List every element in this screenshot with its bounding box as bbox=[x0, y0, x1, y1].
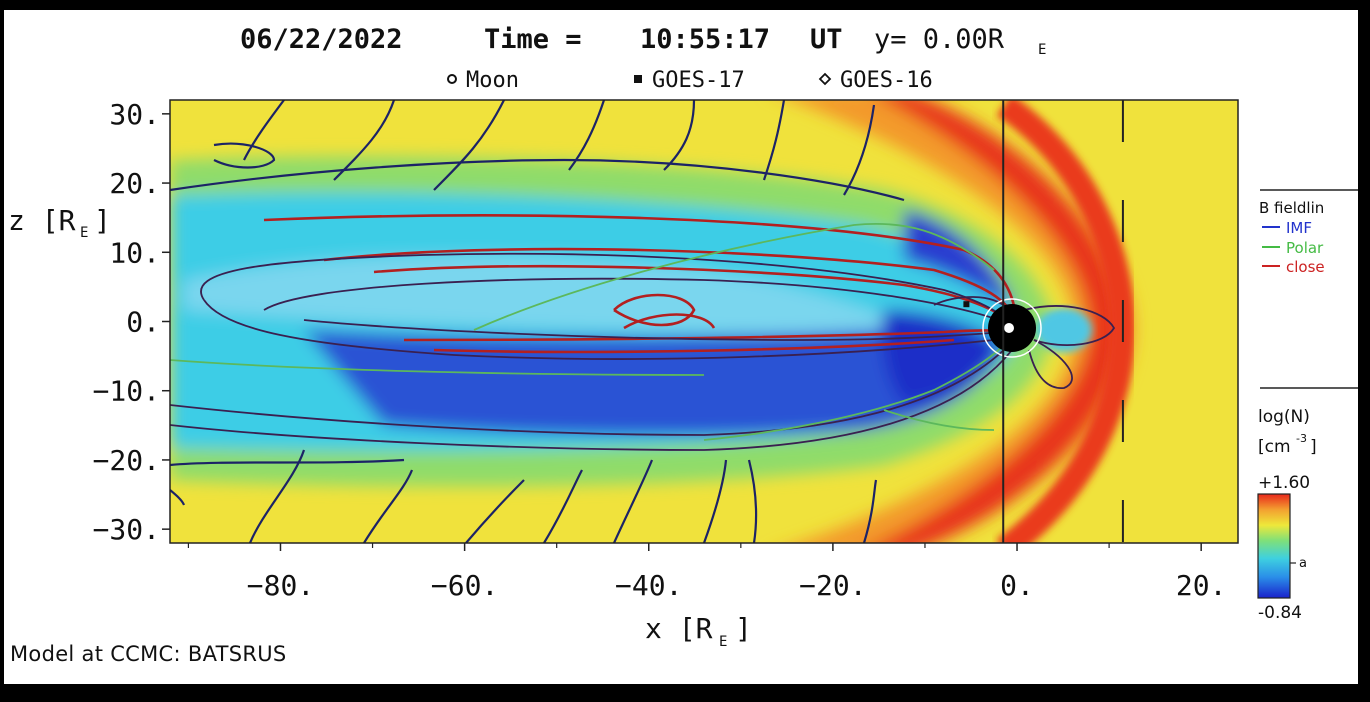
closed-loops bbox=[170, 252, 1116, 451]
title-time: 10:55:17 bbox=[640, 24, 770, 55]
x-axis-label-end: ] bbox=[735, 612, 752, 645]
colorbar-unit-sup: -3 bbox=[1296, 432, 1307, 445]
moon-marker-icon bbox=[447, 74, 457, 84]
x-tick-label-5: 20. bbox=[1176, 569, 1227, 602]
y-axis-label: z [R bbox=[8, 204, 76, 237]
colorbar-gradient bbox=[1257, 493, 1291, 599]
colorbar-title: log(N) bbox=[1258, 407, 1310, 427]
legend-goes16-label: GOES-16 bbox=[840, 68, 933, 93]
y-tick-label-4: −10. bbox=[93, 375, 160, 408]
marker-legend: Moon GOES-17 GOES-16 bbox=[447, 68, 933, 93]
x-axis-label-sub: E bbox=[719, 634, 727, 650]
x-tick-label-3: −20. bbox=[799, 569, 866, 602]
spacecraft-markers bbox=[963, 301, 970, 308]
title-y-sub: E bbox=[1038, 42, 1046, 58]
colorbar: log(N) [cm -3 ] +1.60 a -0.84 bbox=[1257, 387, 1358, 623]
y-tick-label-5: −20. bbox=[93, 444, 160, 477]
earth-center-icon bbox=[1004, 323, 1014, 333]
legend-polar-label: Polar bbox=[1286, 239, 1324, 257]
goes16-marker-icon bbox=[818, 72, 832, 86]
x-tick-label-1: −60. bbox=[431, 569, 498, 602]
y-tick-label-1: 20. bbox=[109, 167, 160, 200]
x-tick-label-2: −40. bbox=[615, 569, 682, 602]
colorbar-min-label: -0.84 bbox=[1258, 603, 1302, 623]
y-tick-label-6: −30. bbox=[93, 513, 160, 546]
x-axis-label: x [R bbox=[645, 612, 713, 645]
x-axis: −80. −60. −40. −20. 0. 20. bbox=[187, 543, 1227, 602]
y-tick-label-2: 10. bbox=[109, 236, 160, 269]
colorbar-unit: [cm bbox=[1258, 437, 1291, 457]
goes17-marker-icon bbox=[634, 75, 642, 83]
title-date: 06/22/2022 bbox=[240, 24, 403, 55]
legend-moon-label: Moon bbox=[466, 68, 519, 93]
polar-fieldlines bbox=[170, 222, 1005, 441]
y-tick-label-0: 30. bbox=[109, 98, 160, 131]
spacecraft-marker-0 bbox=[963, 301, 970, 308]
density-field bbox=[170, 100, 1238, 543]
colorbar-unit-end: ] bbox=[1310, 437, 1317, 457]
legend-goes17-label: GOES-17 bbox=[652, 68, 745, 93]
imf-fieldlines bbox=[170, 100, 905, 543]
colorbar-max-label: +1.60 bbox=[1258, 473, 1310, 493]
x-tick-label-0: −80. bbox=[247, 569, 314, 602]
legend-imf-label: IMF bbox=[1286, 219, 1312, 237]
density-plot-svg: 06/22/2022 Time = 10:55:17 UT y= 0.00R E… bbox=[8, 24, 1358, 650]
fieldline-legend-title: B fieldlin bbox=[1259, 199, 1324, 217]
y-tick-label-3: 0. bbox=[126, 306, 160, 339]
y-axis: 30. 20. 10. 0. −10. −20. −30. bbox=[93, 98, 170, 546]
title-ut: UT bbox=[810, 24, 843, 55]
closed-fieldlines bbox=[263, 214, 1018, 354]
legend-close-label: close bbox=[1286, 258, 1325, 276]
title-time-label: Time = bbox=[484, 24, 582, 55]
x-tick-label-4: 0. bbox=[1000, 569, 1034, 602]
title-y: y= 0.00R bbox=[874, 24, 1005, 55]
model-credit: Model at CCMC: BATSRUS bbox=[10, 642, 287, 666]
plot-frame: 06/22/2022 Time = 10:55:17 UT y= 0.00R E… bbox=[4, 10, 1358, 684]
fieldline-legend: B fieldlin IMF Polar close bbox=[1259, 189, 1358, 276]
colorbar-mid-label: a bbox=[1299, 556, 1307, 571]
vertical-lines bbox=[1002, 100, 1124, 543]
y-axis-label-sub: E bbox=[80, 225, 88, 241]
y-axis-label-end: ] bbox=[94, 204, 111, 237]
